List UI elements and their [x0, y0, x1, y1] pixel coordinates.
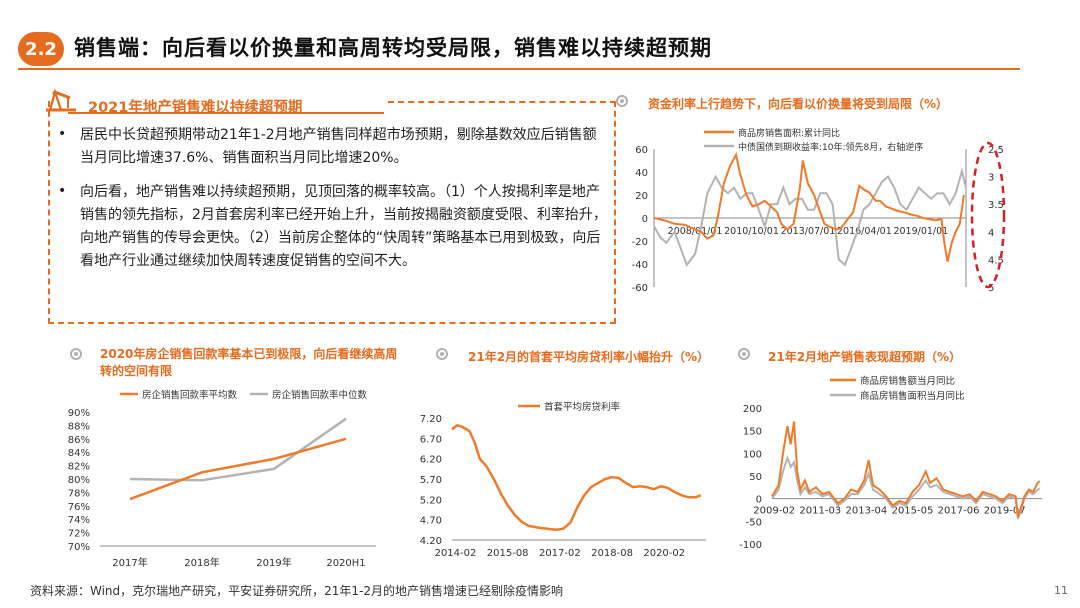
- chart1: 商品房销售面积:累计同比中债国债到期收益率:10年:领先8月，右轴逆序60402…: [632, 127, 1006, 294]
- y-tick-label: 20: [635, 191, 648, 202]
- y-tick-label: 90%: [68, 408, 90, 419]
- y2-tick-label: 5: [988, 283, 994, 294]
- y-tick-label: 74%: [68, 515, 90, 526]
- x-tick-label: 2020H1: [326, 558, 365, 569]
- series-avg-line: [129, 437, 347, 501]
- y-tick-label: 7.20: [420, 414, 442, 425]
- chart3-radio-icon: [436, 348, 448, 360]
- bullet-1: 居民中长贷超预期带动21年1-2月地产销售同样超市场预期，剔除基数效应后销售额当…: [80, 127, 597, 166]
- bullet-2: 向后看，地产销售难以持续超预期，见顶回落的概率较高。（1）个人按揭利率是地产销售…: [80, 184, 607, 269]
- x-tick-label: 2010/10/01: [724, 226, 779, 237]
- legend-label-area: 商品房销售面积:累计同比: [738, 127, 840, 139]
- y-tick-label: 5.20: [420, 495, 442, 506]
- x-tick-label: 2019年: [256, 556, 291, 569]
- x-tick-label: 2011-03: [799, 506, 841, 517]
- chart1-radio-icon: [616, 95, 628, 107]
- chart3-title: 21年2月的首套平均房贷利率小幅抬升（%）: [468, 350, 710, 364]
- y-tick-label: -60: [632, 283, 648, 294]
- x-tick-label: 2017-06: [938, 506, 980, 517]
- bullet-dot: •: [58, 183, 67, 199]
- x-tick-label: 2019/01/01: [893, 226, 948, 237]
- source-note: 资料来源：Wind，克尔瑞地产研究，平安证券研究所，21年1-2月的地产销售增速…: [30, 584, 564, 598]
- x-tick-label: 2009-02: [753, 506, 795, 517]
- y-tick-label: 5.70: [420, 475, 442, 486]
- y-tick-label: 86%: [68, 435, 90, 446]
- x-tick-label: 2015-08: [487, 548, 529, 559]
- y-tick-label: 60: [635, 145, 648, 156]
- x-tick-label: 2013-04: [845, 506, 887, 517]
- chart4-title: 21年2月地产销售表现超预期（%）: [768, 350, 962, 364]
- y-tick-label: 6.20: [420, 455, 442, 466]
- y-tick-label: 0: [756, 495, 762, 506]
- legend-label-rate: 首套平均房贷利率: [544, 401, 621, 413]
- legend-label-avg: 房企销售回款率平均数: [142, 389, 238, 401]
- x-tick-label: 2017-02: [539, 548, 581, 559]
- chart2: 房企销售回款率平均数 房企销售回款率中位数 90% 88% 86% 84% 82% 80% 78…: [68, 389, 376, 569]
- y-tick-label: 200: [743, 404, 762, 415]
- textbox-border-top: [388, 101, 616, 103]
- y2-tick-label: 4: [988, 228, 994, 239]
- derrick-icon: [46, 88, 76, 112]
- section-badge: 2.2: [18, 32, 64, 66]
- page-number: 11: [1054, 584, 1068, 597]
- chart2-title: 2020年房企销售回款率基本已到极限，向后看继续高周转的空间有限: [100, 347, 398, 378]
- x-tick-label: 2015-05: [892, 506, 934, 517]
- x-tick-label: 2017年: [112, 556, 147, 569]
- y-tick-label: -100: [739, 540, 762, 551]
- legend-label-sales: 商品房销售额当月同比: [860, 375, 955, 387]
- y-tick-label: 80%: [68, 475, 90, 486]
- y2-tick-label: 4.5: [988, 255, 1004, 266]
- x-tick-label: 2019-07: [984, 506, 1026, 517]
- chart1-title: 资金利率上行趋势下，向后看以价换量将受到局限（%）: [648, 97, 949, 111]
- y-tick-label: 84%: [68, 448, 90, 459]
- y2-tick-label: 2.5: [988, 145, 1004, 156]
- y-tick-label: 70%: [68, 542, 90, 553]
- textbox-title-underline: [68, 112, 384, 114]
- textbox-border: [48, 101, 616, 324]
- y-tick-label: 50: [749, 472, 762, 483]
- y-tick-label: 6.70: [420, 434, 442, 445]
- y2-tick-label: 3.5: [988, 200, 1004, 211]
- y-tick-label: 72%: [68, 529, 90, 540]
- y-tick-label: 4.70: [420, 516, 442, 527]
- legend-label-area: 商品房销售面积当月同比: [860, 390, 965, 402]
- series-area-line: [771, 454, 1041, 520]
- series-sales-line: [771, 421, 1041, 518]
- x-tick-label: 2018年: [184, 556, 219, 569]
- bullet-dot: •: [58, 126, 67, 142]
- x-tick-label: 2016/04/01: [837, 226, 892, 237]
- highlight-ellipse: [970, 141, 1006, 289]
- series-area-line: [653, 151, 965, 262]
- y2-tick-label: 3: [988, 173, 994, 184]
- x-tick-label: 2018-08: [591, 548, 633, 559]
- series-median-line: [129, 417, 347, 482]
- y-tick-label: 0: [642, 214, 648, 225]
- y-tick-label: -40: [632, 260, 648, 271]
- y-tick-label: 88%: [68, 421, 90, 432]
- chart4-radio-icon: [738, 348, 750, 360]
- y-tick-label: -50: [746, 517, 762, 528]
- chart3: 首套平均房贷利率 7.20 6.70 6.20 5.70 5.20 4.70 4.202014…: [420, 401, 706, 559]
- x-tick-label: 2014-02: [435, 548, 477, 559]
- y-tick-label: 40: [635, 168, 648, 179]
- y-tick-label: 82%: [68, 462, 90, 473]
- x-tick-label: 2020-02: [643, 548, 685, 559]
- legend-label-median: 房企销售回款率中位数: [272, 389, 368, 401]
- title-rule: [18, 68, 1020, 70]
- series-yield-line: [653, 167, 967, 267]
- y-tick-label: 100: [743, 449, 762, 460]
- chart2-radio-icon: [70, 348, 82, 360]
- y-tick-label: 76%: [68, 502, 90, 513]
- legend-label-yield: 中债国债到期收益率:10年:领先8月，右轴逆序: [738, 141, 923, 153]
- series-rate-line: [451, 423, 702, 532]
- page-title: 销售端：向后看以价换量和高周转均受局限，销售难以持续超预期: [74, 36, 712, 60]
- y-tick-label: -20: [632, 237, 648, 248]
- y-tick-label: 150: [743, 427, 762, 438]
- x-tick-label: 2013/07/01: [781, 226, 836, 237]
- y-tick-label: 4.20: [420, 536, 442, 547]
- y-tick-label: 78%: [68, 488, 90, 499]
- x-tick-label: 2008/01/01: [668, 226, 723, 237]
